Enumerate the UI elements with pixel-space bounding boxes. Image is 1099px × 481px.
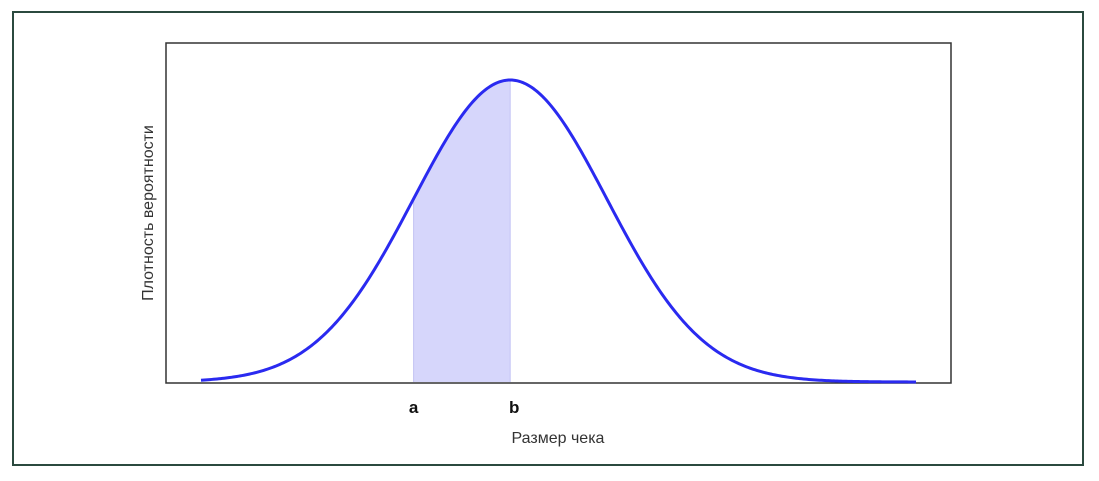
plot-area bbox=[165, 42, 952, 384]
density-curve bbox=[200, 78, 917, 384]
x-tick-label-b: b bbox=[509, 398, 519, 417]
y-axis-label: Плотность вероятности bbox=[140, 125, 157, 301]
x-axis-label: Размер чека bbox=[512, 430, 605, 447]
x-tick-label-a: a bbox=[409, 398, 419, 417]
